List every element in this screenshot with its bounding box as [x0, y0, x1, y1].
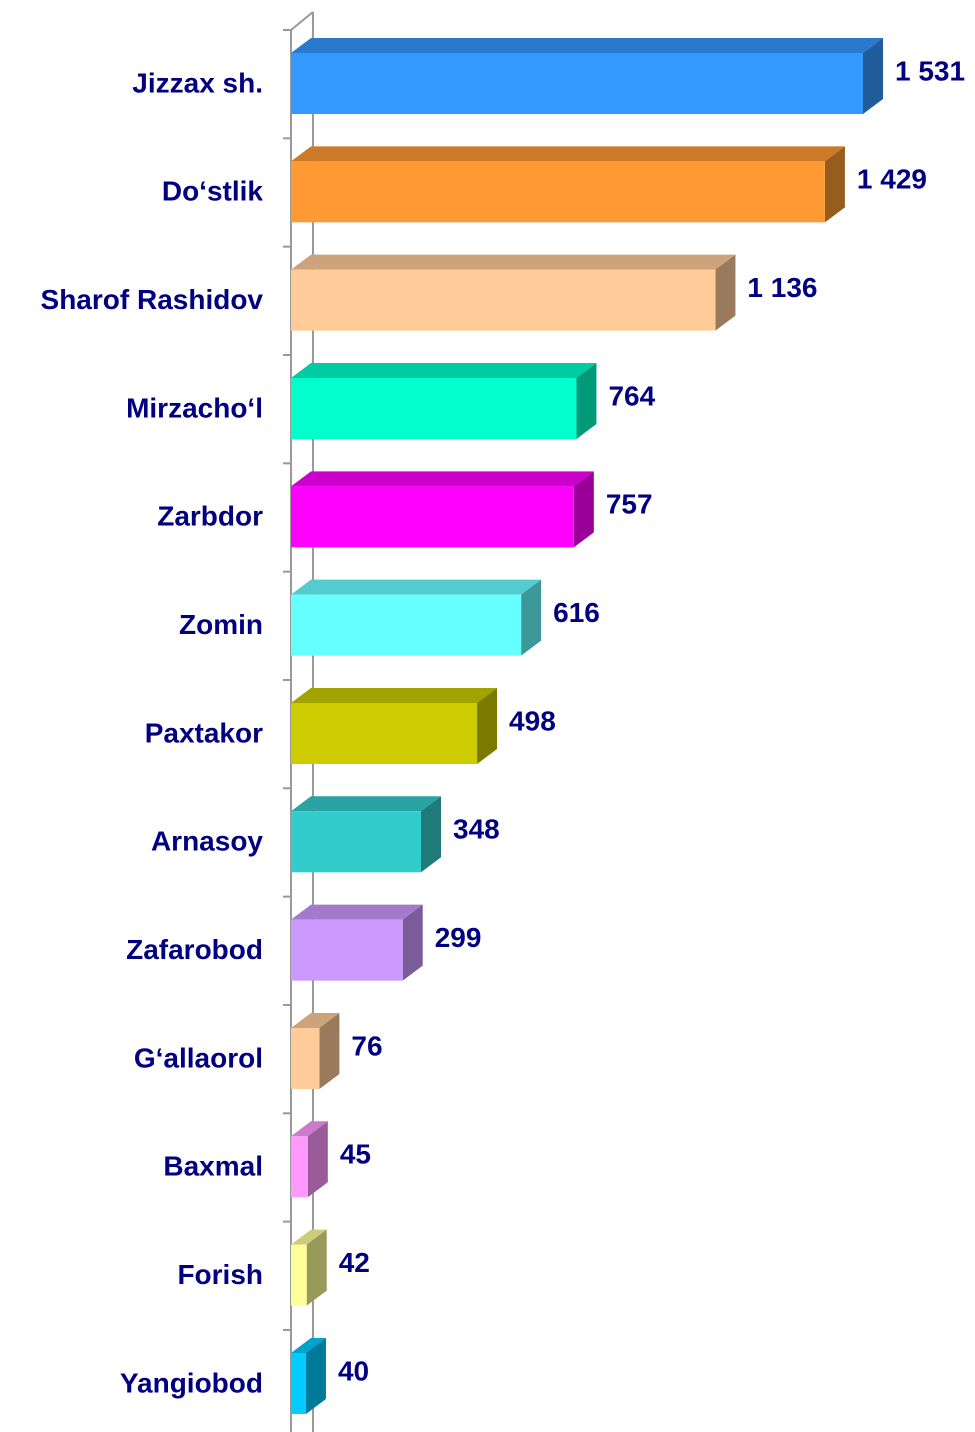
- category-label: Jizzax sh.: [132, 67, 263, 98]
- bar-side: [319, 1012, 340, 1089]
- value-label: 45: [340, 1139, 371, 1170]
- bar-top: [291, 579, 542, 595]
- bar-side: [863, 38, 883, 114]
- bar: [291, 1244, 307, 1306]
- bar: [291, 811, 422, 873]
- value-label: 42: [339, 1247, 370, 1278]
- bar-top: [291, 796, 442, 812]
- category-label: Mirzacho‘l: [126, 392, 263, 423]
- bar-side: [305, 1337, 326, 1414]
- bar: [291, 1136, 308, 1198]
- value-label: 1 136: [747, 272, 817, 303]
- bar: [291, 377, 577, 439]
- bar-top: [291, 146, 845, 162]
- category-label: Baxmal: [163, 1151, 263, 1182]
- value-label: 498: [509, 705, 556, 736]
- bar: [291, 161, 825, 223]
- bar: [291, 1027, 320, 1089]
- bar-top: [291, 687, 498, 703]
- bar-top: [291, 1229, 327, 1245]
- category-label: Zomin: [179, 609, 263, 640]
- category-label: Yangiobod: [120, 1367, 263, 1398]
- value-label: 1 429: [857, 164, 927, 195]
- bar-side: [477, 687, 498, 764]
- axis-top-edge: [290, 11, 314, 31]
- bar-top: [291, 1121, 328, 1137]
- value-label: 40: [338, 1355, 369, 1386]
- category-label: Forish: [177, 1259, 263, 1290]
- bar-side: [824, 146, 845, 223]
- category-label: Zafarobod: [126, 934, 263, 965]
- bar-top: [291, 362, 597, 378]
- bar: [291, 53, 863, 114]
- bar-top: [291, 904, 423, 920]
- bar: [291, 1352, 306, 1414]
- bar: [291, 702, 478, 764]
- bar-side: [421, 796, 442, 873]
- bar-side: [576, 362, 597, 439]
- bar-side: [715, 254, 736, 331]
- bar: [291, 269, 716, 331]
- category-label: Paxtakor: [145, 717, 263, 748]
- category-label: Sharof Rashidov: [41, 284, 264, 315]
- category-label: Zarbdor: [157, 501, 263, 532]
- value-label: 299: [435, 922, 482, 953]
- category-label: Do‘stlik: [162, 176, 264, 207]
- value-label: 757: [606, 489, 653, 520]
- bar-side: [306, 1229, 327, 1306]
- value-label: 764: [608, 380, 655, 411]
- bar-side: [402, 904, 423, 981]
- bar-top: [291, 471, 594, 487]
- bar-top: [291, 1337, 326, 1353]
- bar: [291, 486, 574, 548]
- bar: [291, 594, 522, 656]
- value-label: 616: [553, 597, 600, 628]
- bar-top: [291, 254, 736, 270]
- value-label: 76: [351, 1030, 382, 1061]
- bar-side: [521, 579, 542, 656]
- bar-side: [307, 1121, 328, 1198]
- bar-side: [573, 471, 594, 548]
- category-label: Arnasoy: [151, 826, 263, 857]
- bar-top: [291, 38, 883, 53]
- value-label: 1 531: [895, 55, 965, 86]
- bar-top: [291, 1012, 340, 1028]
- category-label: G‘allaorol: [134, 1042, 263, 1073]
- bar: [291, 919, 403, 981]
- value-label: 348: [453, 814, 500, 845]
